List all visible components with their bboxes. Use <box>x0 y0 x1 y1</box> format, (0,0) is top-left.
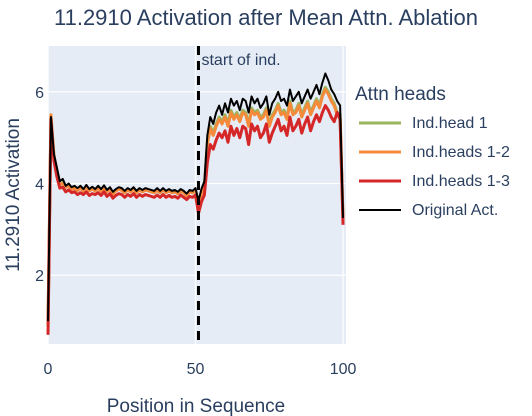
y-axis-title: 11.2910 Activation <box>3 118 24 272</box>
legend: Attn heads Ind.head 1 Ind.heads 1-2 Ind.he… <box>355 84 510 219</box>
legend-label: Ind.head 1 <box>412 115 488 132</box>
legend-title: Attn heads <box>355 84 446 105</box>
legend-label: Ind.heads 1-2 <box>412 144 510 161</box>
legend-label: Ind.heads 1-3 <box>412 173 510 190</box>
y-tick-label: 2 <box>35 268 44 285</box>
chart-title: 11.2910 Activation after Mean Attn. Abla… <box>54 5 478 30</box>
series-line-ind-heads-1-3 <box>46 104 345 335</box>
x-tick-label: 0 <box>44 361 53 378</box>
y-axis-ticks: 2 4 6 <box>35 85 44 285</box>
x-axis-title: Position in Sequence <box>107 396 286 416</box>
series-layer <box>46 72 345 335</box>
start-of-induction-label: start of ind. <box>201 52 280 69</box>
y-tick-label: 4 <box>35 177 44 194</box>
x-tick-label: 100 <box>330 361 357 378</box>
x-tick-label: 50 <box>187 361 205 378</box>
series-line-original-act <box>47 72 345 322</box>
y-tick-label: 6 <box>35 85 44 102</box>
x-axis-ticks: 0 50 100 <box>44 361 357 378</box>
legend-label: Original Act. <box>412 202 498 219</box>
